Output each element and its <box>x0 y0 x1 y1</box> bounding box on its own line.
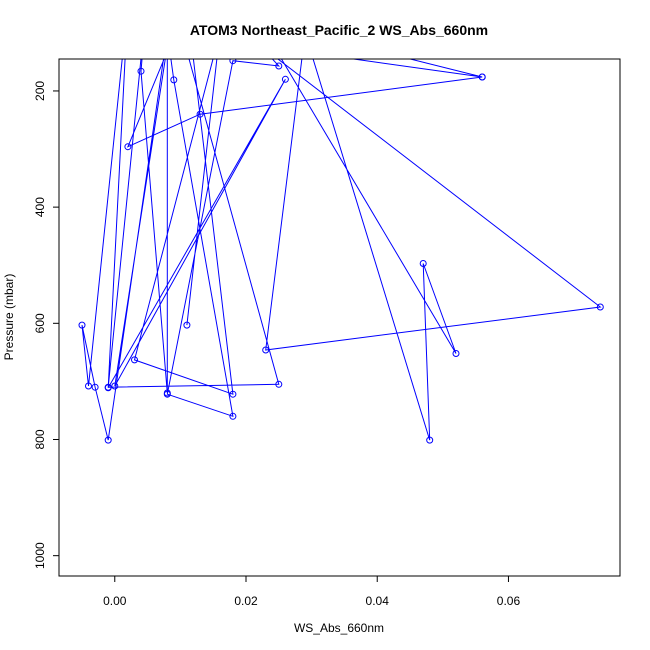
x-tick-label: 0.06 <box>497 594 521 608</box>
data-point <box>478 73 486 81</box>
data-point <box>137 67 145 75</box>
data-point <box>104 436 112 444</box>
plot-area <box>78 59 604 444</box>
data-point <box>596 303 604 311</box>
data-point <box>183 321 191 329</box>
data-point <box>196 110 204 118</box>
data-point <box>124 143 132 151</box>
data-point <box>229 390 237 398</box>
y-tick-label: 1000 <box>33 542 47 569</box>
data-point <box>78 321 86 329</box>
data-point <box>111 382 119 390</box>
y-tick-label: 400 <box>33 197 47 217</box>
data-point <box>275 380 283 388</box>
y-tick-label: 200 <box>33 81 47 101</box>
chart-title: ATOM3 Northeast_Pacific_2 WS_Abs_660nm <box>190 22 488 38</box>
data-point <box>262 346 270 354</box>
data-point <box>419 260 427 267</box>
y-tick-label: 800 <box>33 429 47 449</box>
data-point <box>91 383 99 391</box>
data-point <box>131 356 138 364</box>
x-tick-label: 0.02 <box>234 594 258 608</box>
series-line <box>81 59 602 441</box>
x-tick-label: 0.04 <box>366 594 390 608</box>
x-tick-label: 0.00 <box>103 594 127 608</box>
axes: 0.00 0.02 0.04 0.06 200 400 600 800 1000 <box>33 81 520 608</box>
data-point <box>85 382 92 390</box>
x-axis-label: WS_Abs_660nm <box>294 621 384 635</box>
data-point <box>452 350 460 357</box>
data-point <box>229 412 237 420</box>
data-point <box>281 75 289 83</box>
data-point <box>163 390 171 398</box>
y-axis-label: Pressure (mbar) <box>2 274 16 361</box>
plot-frame <box>58 58 621 577</box>
y-tick-label: 600 <box>33 313 47 333</box>
data-point <box>104 383 112 391</box>
data-point <box>275 62 283 70</box>
data-point <box>229 59 237 65</box>
data-point <box>170 76 178 84</box>
data-point <box>426 436 434 444</box>
